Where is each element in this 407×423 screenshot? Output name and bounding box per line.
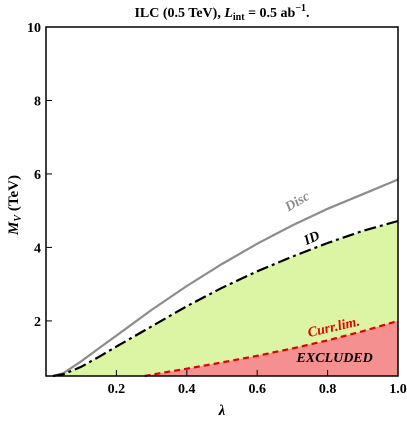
title-lumi-symbol: L: [223, 6, 233, 21]
y-tick-label: 4: [34, 241, 41, 256]
chart-title: ILC (0.5 TeV), Lint = 0.5 ab−1.: [134, 3, 309, 23]
x-tick-label: 0.6: [248, 382, 266, 397]
y-label-symbol: M: [6, 221, 22, 236]
title-prefix: ILC (0.5 TeV),: [134, 6, 224, 21]
title-end: .: [306, 6, 310, 21]
title-lumi-value: = 0.5 ab: [245, 6, 296, 21]
x-tick-label: 0.8: [319, 382, 337, 397]
id-curve: [52, 219, 399, 378]
y-tick-label: 8: [34, 94, 41, 109]
x-tick-label: 0.2: [108, 382, 126, 397]
title-unit-superscript: −1: [295, 3, 306, 14]
label-disc: Disc: [282, 189, 313, 216]
y-tick-label: 10: [27, 21, 41, 36]
y-axis-label: MV (TeV): [6, 175, 24, 236]
x-tick-label: 0.4: [178, 382, 196, 397]
y-label-subscript: V: [13, 214, 24, 222]
label-id: ID: [301, 229, 322, 249]
title-lumi-subscript: int: [233, 12, 245, 23]
x-tick-label: 1.0: [389, 382, 407, 397]
curr-lim-curve: [144, 319, 399, 378]
y-tick-label: 6: [34, 168, 41, 183]
label-excluded: EXCLUDED: [296, 351, 373, 366]
plot-frame: [45, 26, 399, 377]
y-tick-label: 2: [34, 315, 41, 330]
region-fills: [53, 221, 398, 376]
y-label-unit: (TeV): [6, 175, 22, 215]
disc-curve: [52, 178, 399, 378]
axis-ticks: 0.2 0.4 0.6 0.8 1.0 2 4 6 8 10: [27, 21, 407, 397]
curr-lim-region: [144, 320, 398, 376]
id-region: [53, 221, 398, 376]
curves: [52, 178, 399, 378]
x-axis-label: λ: [218, 403, 226, 419]
